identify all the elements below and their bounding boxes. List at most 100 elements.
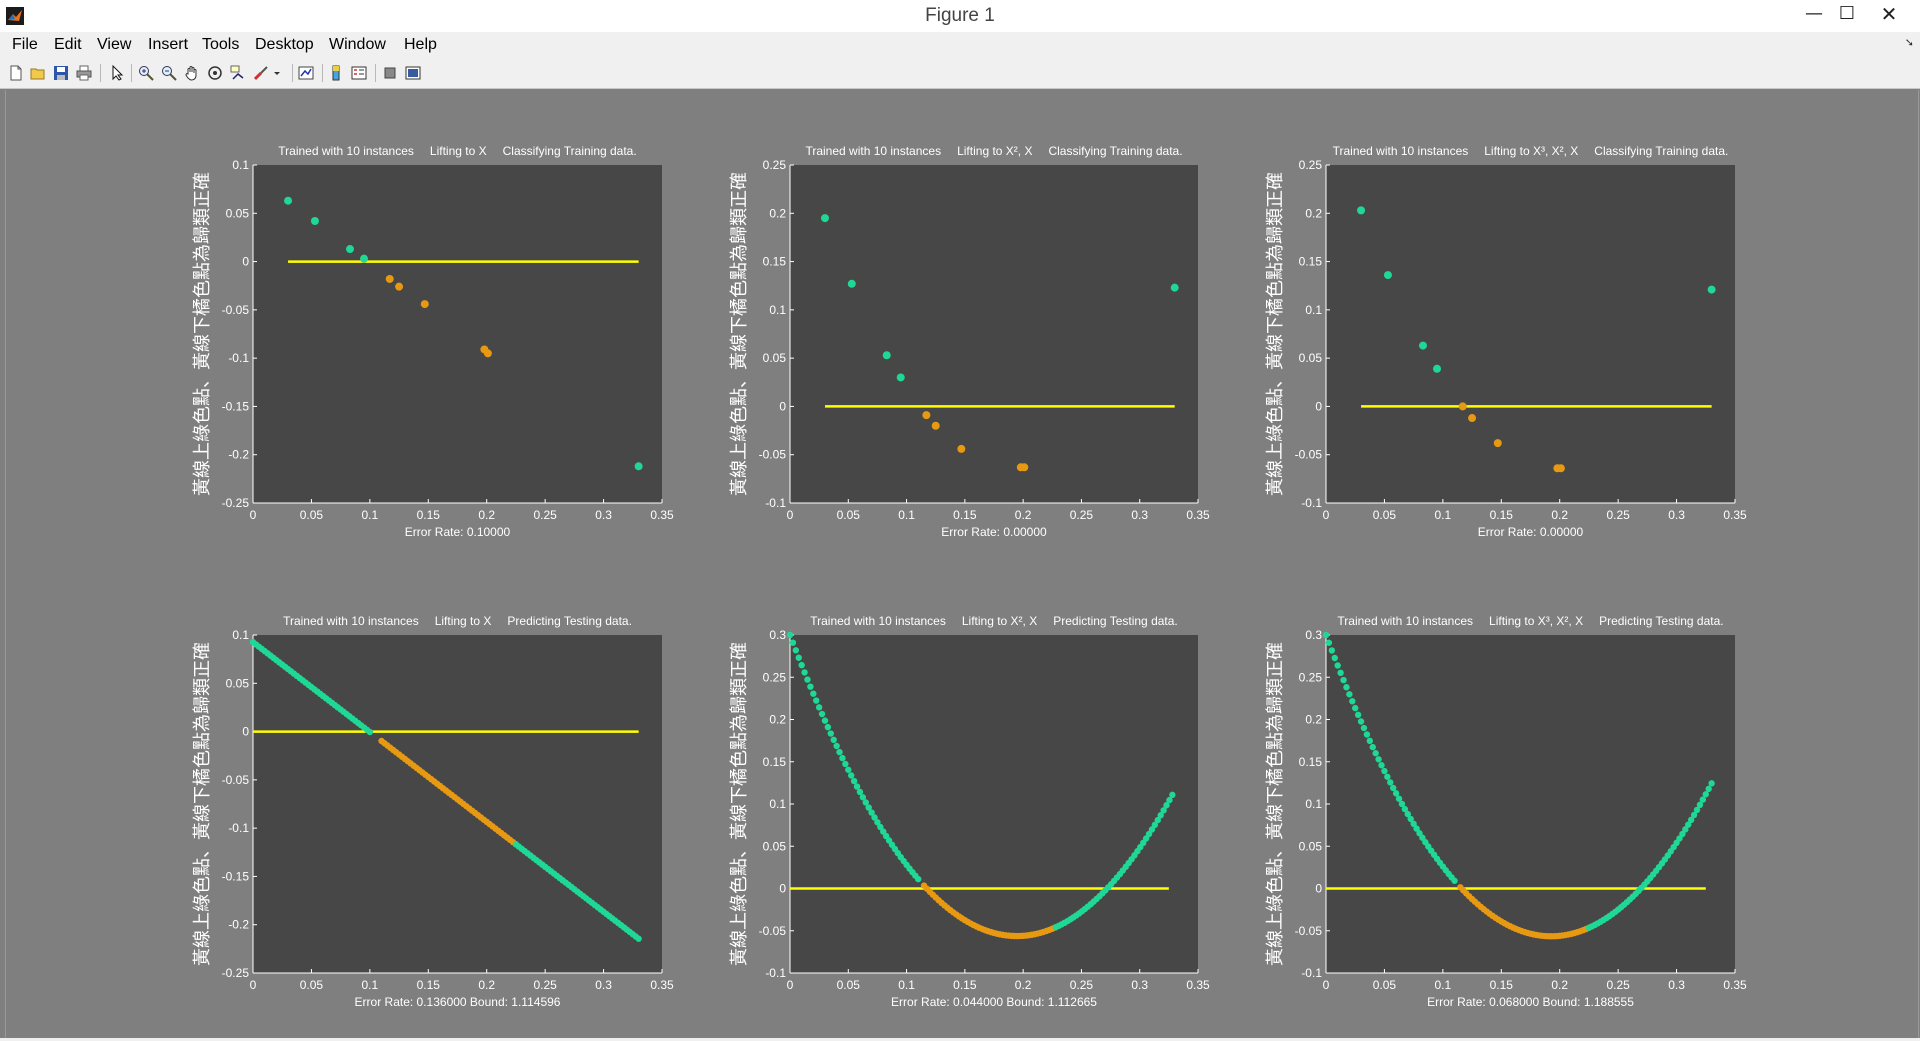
y-tick-label: 0.25 [1299, 158, 1323, 172]
y-tick-label: 0.25 [763, 670, 787, 684]
data-point [957, 444, 966, 453]
prediction-point [1687, 816, 1695, 824]
hide-plot-tools-icon[interactable] [382, 65, 398, 81]
axes-title: Trained with 10 instances Lifting to X², … [810, 614, 1178, 628]
x-tick-label: 0.2 [1551, 978, 1568, 992]
insert-legend-icon[interactable] [351, 65, 367, 81]
data-cursor-icon[interactable] [230, 65, 246, 81]
x-tick-label: 0.25 [1070, 508, 1094, 522]
maximize-button[interactable]: ☐ [1838, 3, 1856, 24]
y-tick-label: 0.15 [763, 255, 787, 269]
data-point [483, 349, 492, 358]
prediction-point [1366, 737, 1374, 745]
data-point [882, 351, 891, 360]
prediction-point [1360, 724, 1368, 732]
y-tick-label: -0.1 [228, 351, 249, 365]
x-tick-label: 0.25 [1606, 508, 1630, 522]
prediction-point [1387, 779, 1394, 786]
x-tick-label: 0.2 [1015, 978, 1032, 992]
x-tick-label: 0 [787, 978, 794, 992]
prediction-point [865, 804, 872, 811]
save-icon[interactable] [53, 65, 69, 81]
menu-edit[interactable]: Edit [54, 36, 82, 53]
x-tick-label: 0.15 [953, 978, 977, 992]
x-tick-label: 0.05 [1373, 978, 1397, 992]
x-tick-label: 0.15 [1490, 508, 1514, 522]
toolbar-separator [131, 64, 132, 82]
brush-dropdown-icon[interactable] [273, 65, 281, 81]
close-button[interactable]: ✕ [1880, 2, 1898, 26]
prediction-point [1407, 815, 1414, 823]
axes-title-part: Predicting Testing data. [1599, 614, 1724, 628]
prediction-point [1148, 826, 1156, 833]
axes-4: 0 0.05 0.1 0.15 0.2 0.25 0.3 0.35 -0.25 -0.2 -0.15… [192, 614, 674, 1009]
prediction-point [1702, 791, 1709, 798]
y-tick-label: 0 [242, 255, 249, 269]
prediction-point [853, 783, 861, 790]
menu-view[interactable]: View [97, 36, 132, 53]
menu-help[interactable]: Help [404, 36, 437, 53]
link-plot-icon[interactable] [298, 65, 314, 81]
menu-tools[interactable]: Tools [202, 36, 240, 53]
show-plot-tools-icon[interactable] [405, 65, 421, 81]
prediction-point [1157, 812, 1164, 819]
new-figure-icon[interactable] [8, 65, 24, 81]
y-tick-label: 0.1 [1305, 303, 1322, 317]
axes-title-part: Lifting to X³, X², X [1489, 614, 1583, 628]
prediction-point [1395, 795, 1403, 802]
y-axis-label: 黃線上綠色點、黃線下橘色點為歸類正確 [729, 172, 750, 496]
edit-plot-arrow-icon[interactable] [109, 65, 125, 81]
prediction-point [1690, 811, 1698, 819]
axes-background [253, 635, 662, 973]
pan-hand-icon[interactable] [184, 65, 200, 81]
x-tick-label: 0.35 [1186, 508, 1210, 522]
zoom-in-icon[interactable] [138, 65, 154, 81]
x-tick-label: 0.25 [1070, 978, 1094, 992]
menu-file[interactable]: File [12, 36, 38, 53]
prediction-point [821, 717, 829, 724]
prediction-point [1322, 631, 1330, 639]
prediction-point [815, 704, 823, 711]
y-tick-label: 0.05 [226, 206, 250, 220]
data-point [847, 279, 856, 288]
prediction-point [1346, 691, 1353, 698]
y-tick-label: 0.3 [769, 628, 786, 642]
x-tick-label: 0.35 [650, 508, 674, 522]
y-tick-label: 0.3 [1305, 628, 1322, 642]
axes-title-part: Lifting to X², X [962, 614, 1037, 628]
print-icon[interactable] [76, 65, 92, 81]
y-tick-label: -0.1 [228, 821, 249, 835]
prediction-point [1145, 830, 1153, 838]
axes-2: 0 0.05 0.1 0.15 0.2 0.25 0.3 0.35 -0.1 -0.05 0 0.05… [729, 144, 1210, 539]
prediction-point [1375, 756, 1382, 763]
x-tick-label: 0.15 [417, 978, 441, 992]
y-tick-label: 0.2 [1305, 206, 1322, 220]
matlab-icon [6, 7, 24, 25]
prediction-point [827, 730, 834, 737]
x-tick-label: 0.05 [837, 978, 861, 992]
data-point [931, 421, 940, 430]
prediction-point [807, 683, 814, 690]
rotate-3d-icon[interactable] [207, 65, 223, 81]
prediction-point [1451, 877, 1458, 884]
prediction-point [818, 710, 826, 718]
prediction-point [1378, 762, 1385, 769]
y-tick-label: 0.05 [226, 676, 250, 690]
prediction-point [850, 777, 858, 785]
y-tick-label: 0.15 [1299, 255, 1323, 269]
menu-window[interactable]: Window [329, 36, 386, 53]
x-tick-label: 0 [1323, 978, 1330, 992]
minimize-button[interactable]: — [1805, 3, 1823, 24]
data-point [1418, 341, 1427, 350]
menu-desktop[interactable]: Desktop [255, 36, 314, 53]
x-tick-label: 0.1 [362, 978, 379, 992]
axes-title-part: Classifying Training data. [1048, 144, 1182, 158]
zoom-out-icon[interactable] [161, 65, 177, 81]
dock-arrow-icon[interactable]: ➘ [1904, 36, 1914, 49]
x-tick-label: 0.1 [1435, 978, 1452, 992]
open-file-icon[interactable] [30, 65, 46, 81]
menu-insert[interactable]: Insert [148, 36, 189, 53]
prediction-point [1699, 796, 1707, 803]
brush-icon[interactable] [253, 65, 269, 81]
insert-colorbar-icon[interactable] [328, 65, 344, 81]
